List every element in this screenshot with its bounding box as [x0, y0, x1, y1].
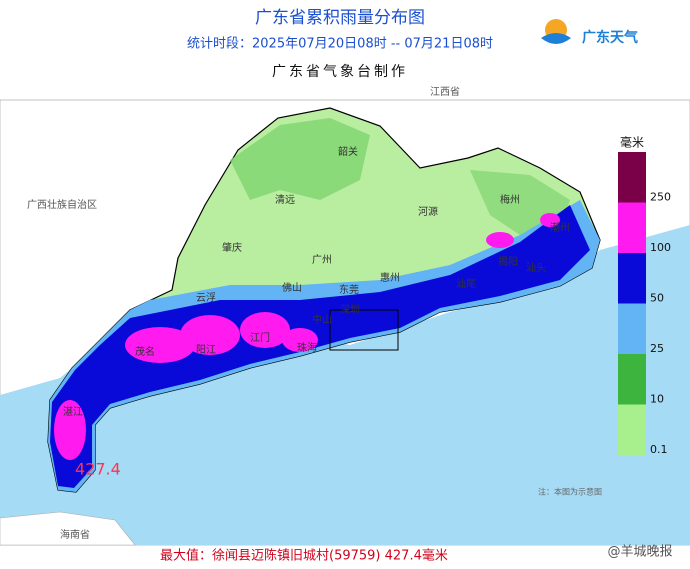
city-label: 揭阳 — [498, 255, 518, 268]
city-label: 广州 — [312, 254, 332, 266]
city-label: 惠州 — [380, 271, 400, 284]
logo: 广东天气 — [541, 19, 638, 46]
legend: 毫米 250 100 50 25 10 0.1 — [618, 135, 671, 456]
legend-label: 10 — [650, 393, 664, 406]
logo-text: 广东天气 — [582, 29, 638, 46]
footer: 最大值：徐闻县迈陈镇旧城村(59759) 427.4毫米 — [160, 548, 448, 564]
legend-swatch — [618, 404, 646, 455]
note: 注：本图为示意图 — [538, 487, 602, 497]
city-label: 清远 — [275, 193, 295, 206]
producer: 广东省气象台制作 — [272, 64, 408, 80]
green-zone — [230, 118, 370, 200]
city-label: 江门 — [250, 331, 270, 344]
city-label: 云浮 — [196, 292, 216, 304]
city-label: 珠海 — [297, 341, 317, 354]
city-label: 中山 — [312, 313, 332, 326]
city-label: 肇庆 — [222, 241, 242, 254]
title: 广东省累积雨量分布图 — [255, 8, 425, 28]
legend-label: 25 — [650, 342, 664, 355]
region-label: 广西壮族自治区 — [27, 198, 97, 211]
legend-swatch — [618, 202, 646, 253]
city-label: 韶关 — [338, 145, 358, 158]
legend-swatch — [618, 253, 646, 304]
city-label: 佛山 — [282, 281, 302, 294]
city-label: 河源 — [418, 205, 438, 218]
watermark: @羊城晚报 — [607, 544, 672, 560]
city-label: 阳江 — [196, 344, 216, 356]
max-marker: 427.4 — [75, 460, 121, 479]
heavy-rain — [54, 213, 560, 460]
period: 统计时段：2025年07月20日08时 -- 07月21日08时 — [187, 37, 493, 52]
legend-unit: 毫米 — [620, 135, 644, 150]
legend-swatch — [618, 152, 646, 203]
region-label: 海南省 — [60, 528, 90, 541]
city-label: 汕尾 — [456, 278, 476, 290]
city-label: 潮州 — [550, 221, 570, 234]
legend-label: 250 — [650, 191, 671, 204]
city-label: 东莞 — [339, 283, 359, 296]
city-label: 梅州 — [500, 193, 520, 206]
city-label: 深圳 — [340, 304, 360, 316]
legend-label: 0.1 — [650, 443, 668, 456]
region-label: 江西省 — [430, 85, 460, 98]
legend-label: 100 — [650, 241, 671, 254]
city-label: 湛江 — [63, 406, 83, 418]
city-label: 茂名 — [135, 345, 155, 358]
deep-blue-band — [50, 205, 590, 488]
hainan — [0, 511, 136, 546]
city-label: 汕头 — [526, 262, 546, 274]
hk-macau-box — [329, 309, 399, 351]
legend-swatch — [618, 303, 646, 354]
legend-swatch — [618, 354, 646, 405]
legend-label: 50 — [650, 292, 664, 305]
